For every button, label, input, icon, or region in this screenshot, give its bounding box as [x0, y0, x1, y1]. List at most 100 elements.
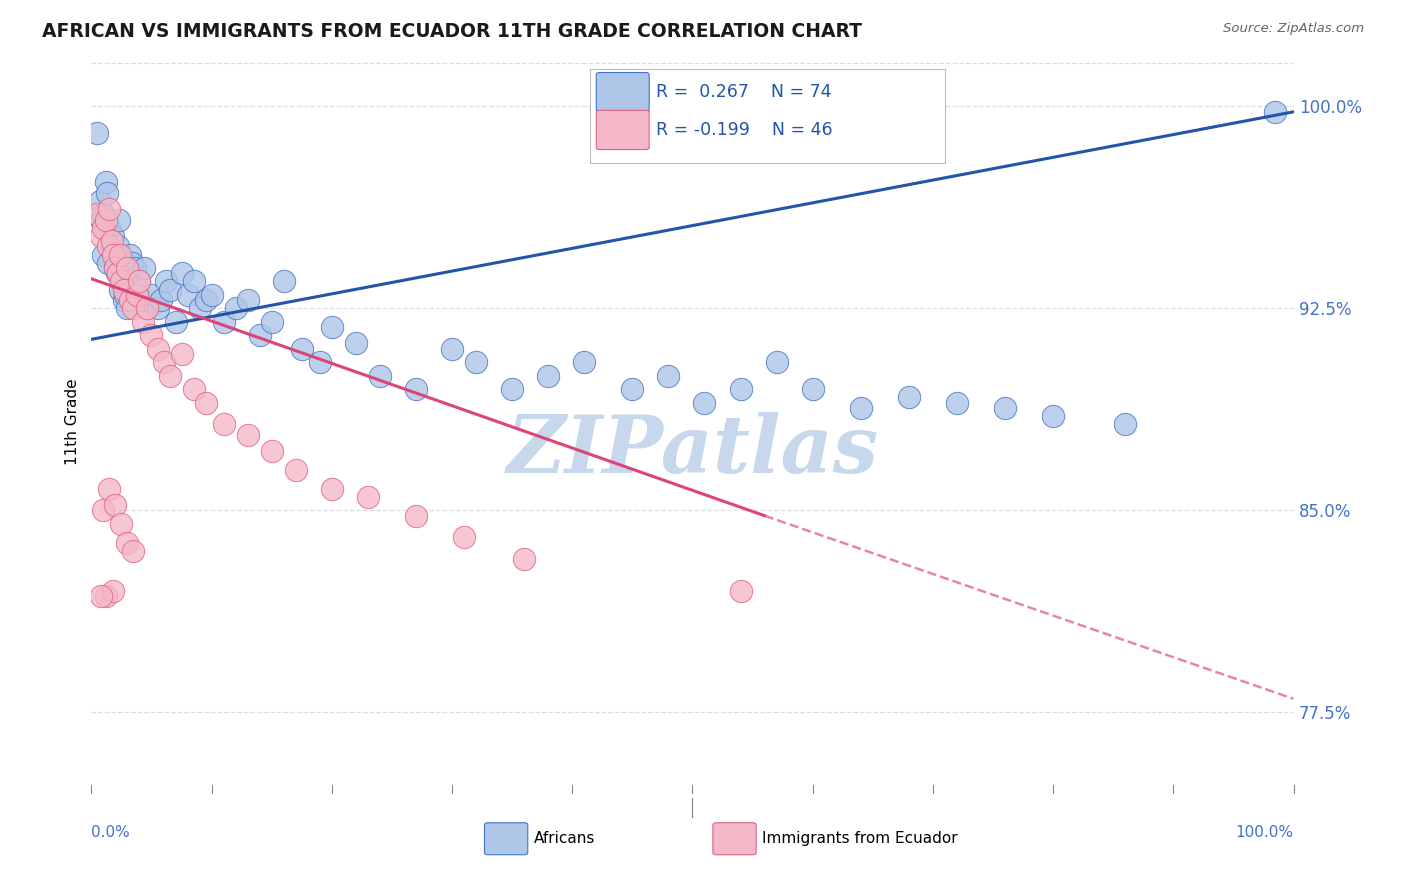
Point: [110, 247, 132, 261]
Point: [110, 275, 132, 289]
Point: [110, 516, 132, 531]
Point: [513, 551, 536, 566]
Point: [994, 401, 1017, 415]
Point: [284, 463, 307, 477]
Point: [291, 342, 314, 356]
Point: [110, 255, 132, 269]
Text: 0.0%: 0.0%: [91, 825, 131, 840]
Point: [101, 239, 124, 253]
Point: [155, 275, 177, 289]
Point: [111, 275, 134, 289]
Point: [90, 228, 112, 243]
Point: [236, 293, 259, 308]
Point: [101, 234, 124, 248]
Text: 100.0%: 100.0%: [1236, 825, 1294, 840]
Text: Source: ZipAtlas.com: Source: ZipAtlas.com: [1223, 22, 1364, 36]
Point: [1264, 104, 1286, 119]
Point: [152, 355, 174, 369]
Point: [621, 382, 644, 396]
Point: [108, 212, 131, 227]
Point: [188, 301, 211, 316]
Point: [107, 239, 129, 253]
Point: [194, 293, 217, 308]
Point: [104, 260, 127, 275]
Point: [132, 315, 155, 329]
Point: [321, 482, 343, 496]
Point: [897, 390, 920, 404]
Point: [150, 293, 173, 308]
Point: [212, 315, 235, 329]
Point: [194, 395, 217, 409]
Point: [260, 444, 283, 458]
Point: [94, 175, 117, 189]
FancyBboxPatch shape: [591, 69, 945, 163]
Text: ZIPatlas: ZIPatlas: [506, 412, 879, 490]
Point: [121, 255, 143, 269]
Point: [357, 490, 380, 504]
Point: [146, 301, 169, 316]
Point: [368, 368, 391, 383]
Point: [105, 266, 128, 280]
Point: [93, 207, 115, 221]
Point: [98, 482, 121, 496]
Point: [308, 355, 330, 369]
Point: [165, 315, 187, 329]
Point: [159, 368, 181, 383]
Point: [135, 301, 157, 316]
Point: [93, 247, 115, 261]
Point: [114, 288, 136, 302]
Point: [89, 194, 111, 208]
Point: [946, 395, 969, 409]
Point: [110, 283, 132, 297]
Point: [405, 508, 427, 523]
Point: [212, 417, 235, 432]
Point: [117, 301, 139, 316]
Point: [159, 283, 181, 297]
Point: [118, 293, 141, 308]
Point: [801, 382, 824, 396]
Point: [730, 584, 752, 599]
Point: [103, 247, 125, 261]
Point: [574, 355, 596, 369]
Point: [141, 288, 163, 302]
Point: [440, 342, 463, 356]
Point: [135, 301, 157, 316]
Point: [730, 382, 752, 396]
Point: [141, 328, 163, 343]
Point: [170, 347, 193, 361]
Point: [183, 275, 205, 289]
Point: [405, 382, 427, 396]
Point: [183, 382, 205, 396]
Point: [93, 220, 115, 235]
Text: R =  0.267    N = 74: R = 0.267 N = 74: [657, 83, 832, 101]
Point: [1042, 409, 1064, 423]
Point: [118, 266, 141, 280]
Point: [131, 293, 153, 308]
Point: [90, 212, 112, 227]
Point: [90, 590, 112, 604]
Point: [107, 266, 129, 280]
Point: [98, 202, 121, 216]
Point: [112, 283, 135, 297]
Point: [146, 342, 169, 356]
Point: [501, 382, 523, 396]
Point: [176, 288, 198, 302]
Point: [112, 293, 135, 308]
Point: [128, 275, 150, 289]
FancyBboxPatch shape: [596, 72, 650, 112]
Point: [1114, 417, 1136, 432]
Point: [122, 301, 145, 316]
Point: [236, 428, 259, 442]
Point: [453, 530, 475, 544]
Point: [101, 584, 124, 599]
FancyBboxPatch shape: [596, 111, 650, 150]
Point: [693, 395, 716, 409]
Point: [118, 247, 141, 261]
Point: [225, 301, 247, 316]
Point: [104, 498, 127, 512]
Point: [537, 368, 560, 383]
Point: [260, 315, 283, 329]
Text: Immigrants from Ecuador: Immigrants from Ecuador: [762, 831, 957, 847]
Point: [657, 368, 679, 383]
Point: [93, 503, 115, 517]
